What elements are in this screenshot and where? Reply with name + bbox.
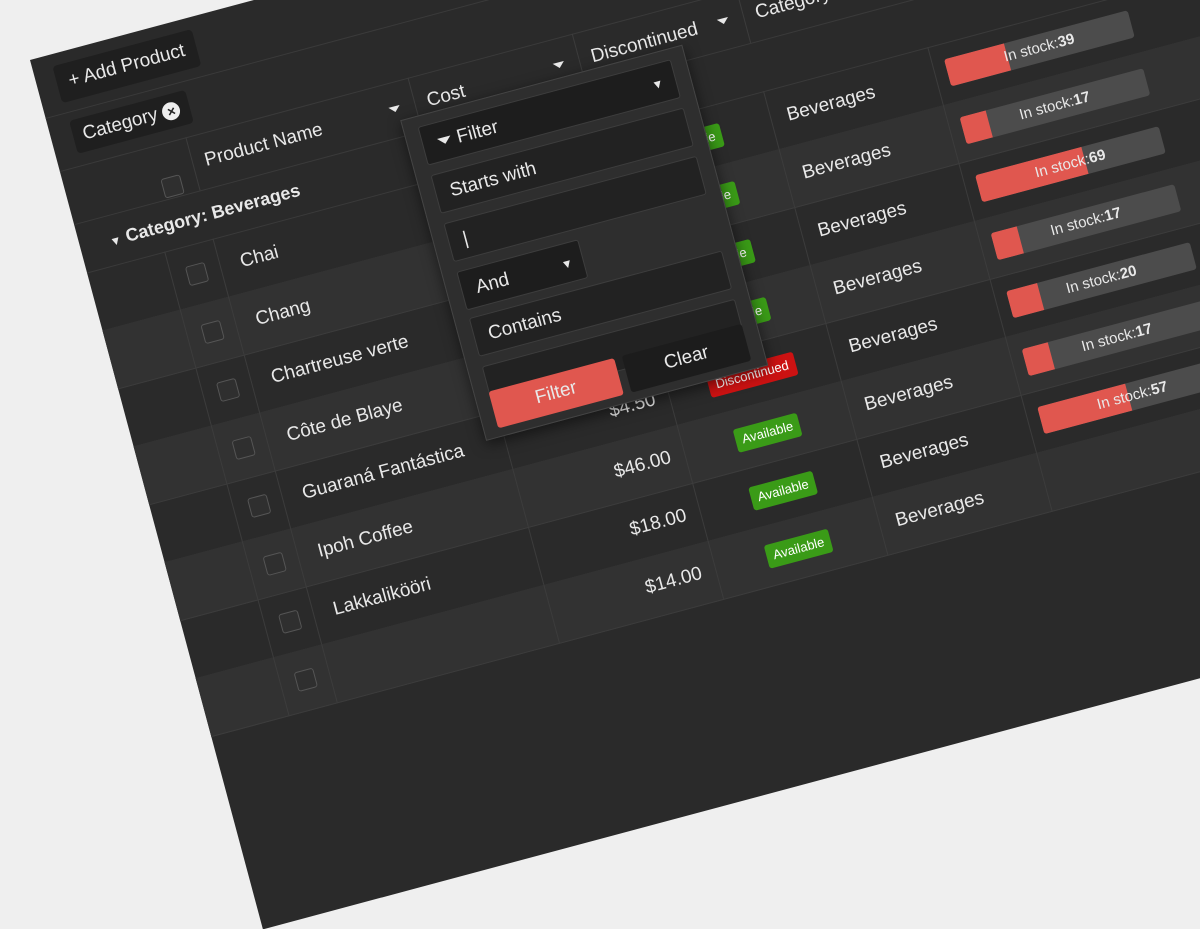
- stock-label: In stock:: [1017, 92, 1076, 124]
- stock-label: In stock:: [1033, 150, 1092, 182]
- status-badge: Available: [747, 470, 819, 511]
- status-badge: Available: [763, 528, 834, 569]
- chip-label: Category: [80, 104, 161, 145]
- logic-text: And: [473, 268, 512, 298]
- stock-label: In stock:: [1048, 208, 1107, 240]
- operator-text: Starts with: [447, 158, 539, 202]
- checkbox[interactable]: [278, 609, 303, 635]
- filter-title-text: Filter: [454, 116, 501, 148]
- status-badge: Available: [732, 412, 803, 453]
- checkbox[interactable]: [184, 261, 210, 287]
- stock-value: 69: [1087, 146, 1108, 167]
- data-grid: + Add Product Category × Product Name ⏷ Co…: [30, 0, 1200, 929]
- stock-label: In stock:: [1064, 266, 1123, 298]
- checkbox[interactable]: [231, 435, 256, 461]
- operator-text: Contains: [485, 304, 564, 345]
- stock-value: 17: [1071, 88, 1093, 109]
- checkbox[interactable]: [215, 377, 241, 403]
- checkbox[interactable]: [262, 551, 287, 577]
- stock-value: 17: [1133, 320, 1155, 341]
- stock-value: 20: [1118, 262, 1139, 283]
- stock-value: 17: [1102, 204, 1124, 225]
- stock-label: In stock:: [1079, 324, 1139, 356]
- stock-value: 57: [1149, 378, 1170, 399]
- checkbox[interactable]: [200, 319, 225, 345]
- stock-label: In stock:: [1095, 382, 1154, 414]
- column-label: Category: [752, 0, 833, 24]
- checkbox[interactable]: [246, 493, 272, 519]
- button-label: Add Product: [80, 40, 188, 88]
- stock-value: 39: [1055, 30, 1077, 52]
- stock-label: In stock:: [1002, 34, 1061, 66]
- filter-icon[interactable]: ⏷: [714, 11, 732, 32]
- checkbox[interactable]: [293, 667, 319, 692]
